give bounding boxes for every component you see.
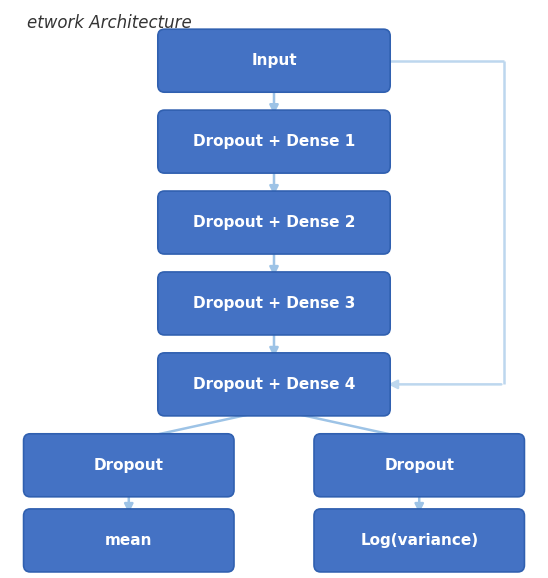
FancyBboxPatch shape [24, 434, 234, 497]
Text: Input: Input [251, 53, 297, 68]
FancyBboxPatch shape [158, 29, 390, 92]
Text: Dropout: Dropout [384, 458, 454, 473]
Text: etwork Architecture: etwork Architecture [27, 14, 192, 32]
Text: Dropout + Dense 2: Dropout + Dense 2 [193, 215, 355, 230]
Text: Dropout: Dropout [94, 458, 164, 473]
FancyBboxPatch shape [158, 191, 390, 254]
FancyBboxPatch shape [158, 110, 390, 173]
FancyBboxPatch shape [314, 509, 524, 572]
Text: Dropout + Dense 1: Dropout + Dense 1 [193, 134, 355, 149]
Text: Dropout + Dense 3: Dropout + Dense 3 [193, 296, 355, 311]
FancyBboxPatch shape [158, 353, 390, 416]
Text: mean: mean [105, 533, 152, 548]
Text: Log(variance): Log(variance) [360, 533, 478, 548]
Text: Dropout + Dense 4: Dropout + Dense 4 [193, 377, 355, 392]
FancyBboxPatch shape [24, 509, 234, 572]
FancyBboxPatch shape [314, 434, 524, 497]
FancyBboxPatch shape [158, 272, 390, 335]
